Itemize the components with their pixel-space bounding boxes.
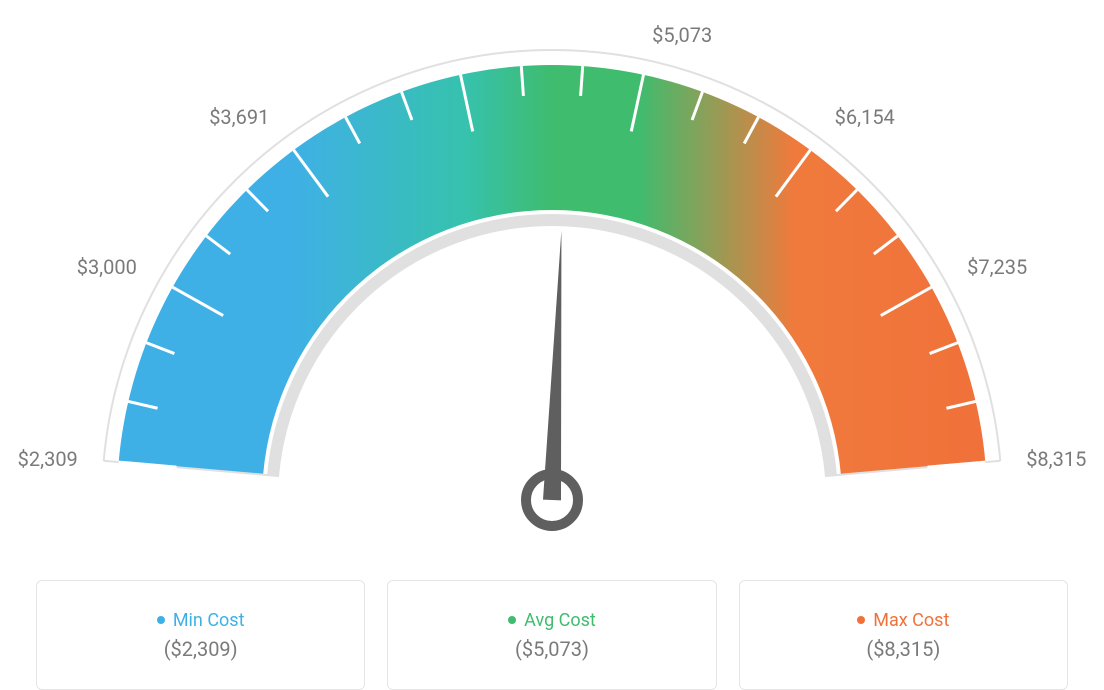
gauge-tick-label: $3,691 bbox=[209, 105, 269, 129]
legend-card: Min Cost ($2,309) bbox=[36, 580, 365, 690]
gauge-tick-label: $2,309 bbox=[18, 447, 78, 471]
legend-cards: Min Cost ($2,309) Avg Cost ($5,073) Max Cost… bbox=[0, 580, 1104, 690]
gauge-labels: $2,309 $3,000 $3,691 $5,073 $6,154 $7,235 $8,3… bbox=[0, 0, 1104, 560]
legend-value: ($5,073) bbox=[515, 637, 589, 661]
legend-label: Avg Cost bbox=[524, 610, 596, 631]
legend-dot-icon bbox=[857, 616, 865, 624]
legend-label: Min Cost bbox=[173, 610, 245, 631]
legend-card: Avg Cost ($5,073) bbox=[387, 580, 716, 690]
legend-card: Max Cost ($8,315) bbox=[739, 580, 1068, 690]
legend-dot-icon bbox=[508, 616, 516, 624]
gauge-tick-label: $8,315 bbox=[1026, 447, 1086, 471]
legend-card-header: Max Cost bbox=[857, 610, 949, 631]
gauge-tick-label: $3,000 bbox=[77, 255, 137, 279]
legend-label: Max Cost bbox=[873, 610, 949, 631]
legend-value: ($2,309) bbox=[164, 637, 238, 661]
gauge-tick-label: $7,235 bbox=[967, 255, 1027, 279]
gauge-tick-label: $6,154 bbox=[835, 105, 895, 129]
legend-card-header: Avg Cost bbox=[508, 610, 596, 631]
gauge-tick-label: $5,073 bbox=[652, 23, 712, 47]
legend-card-header: Min Cost bbox=[157, 610, 245, 631]
legend-dot-icon bbox=[157, 616, 165, 624]
legend-value: ($8,315) bbox=[866, 637, 940, 661]
